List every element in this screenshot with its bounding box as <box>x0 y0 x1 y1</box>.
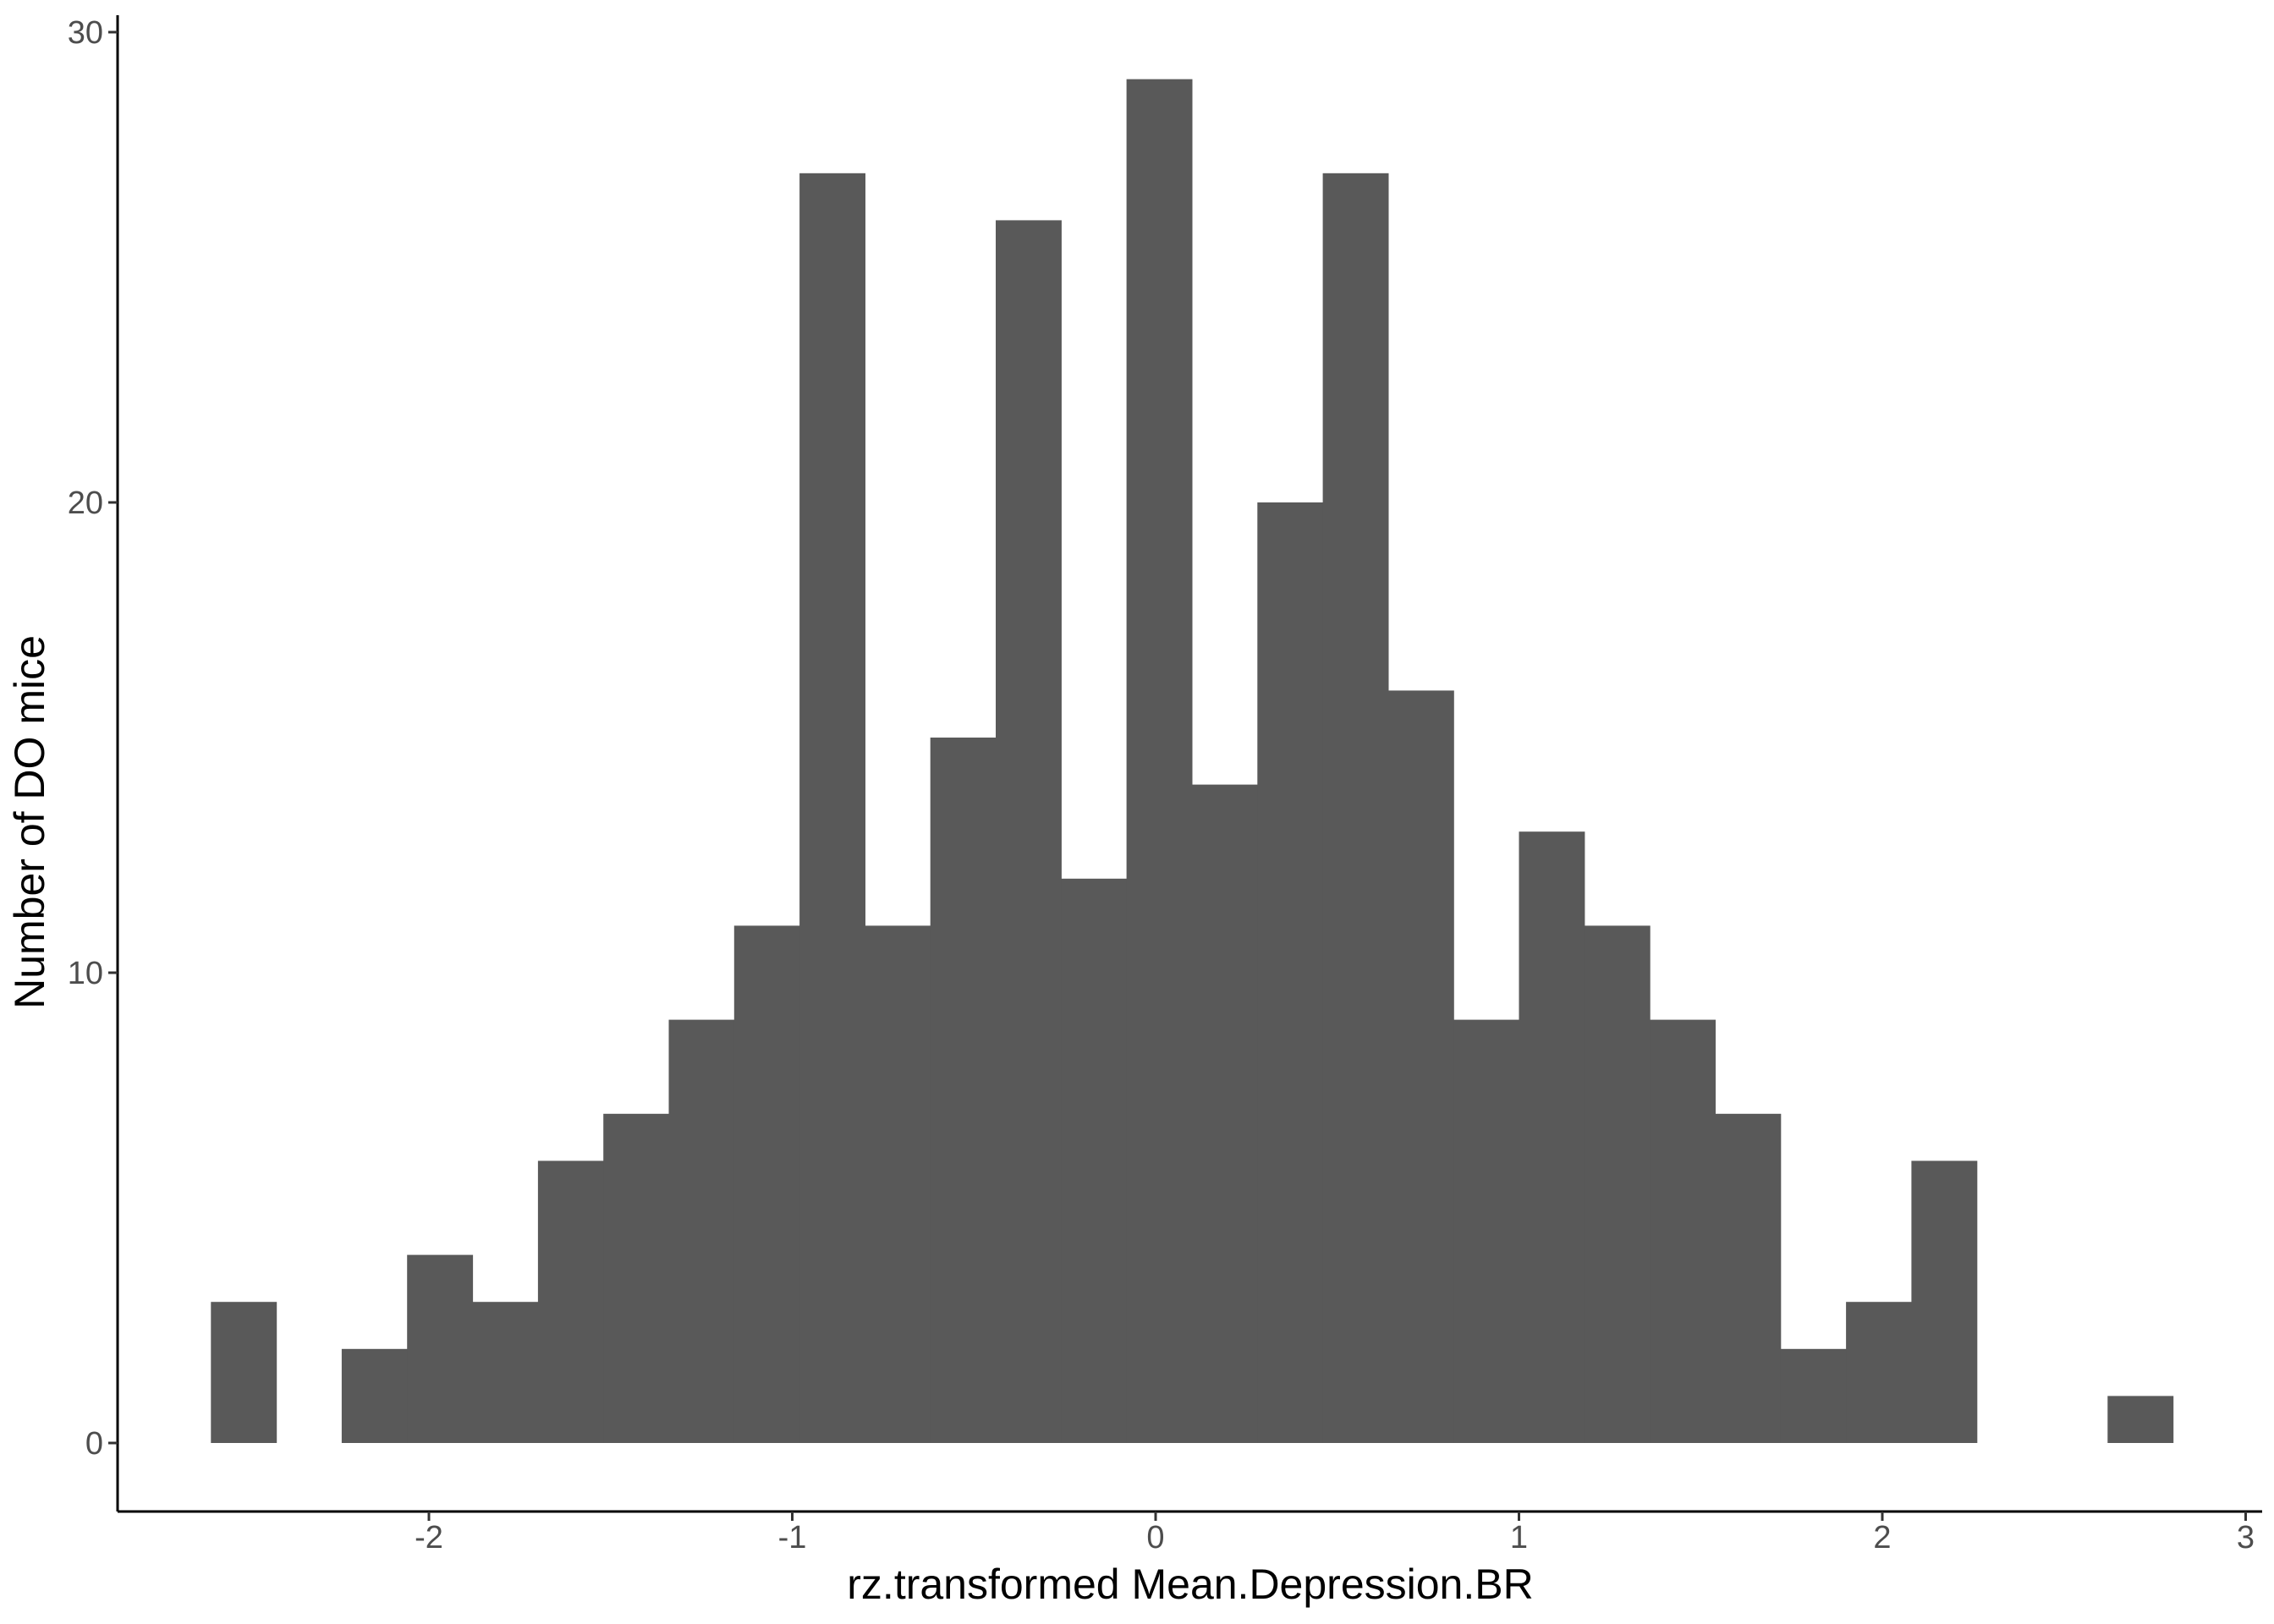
histogram-bar-18 <box>1453 1019 1520 1443</box>
histogram-bar-11 <box>996 220 1062 1443</box>
histogram-bar-17 <box>1387 690 1454 1443</box>
y-tick-label-20: 20 <box>68 486 103 521</box>
x-axis-ticks: -2 -1 0 1 2 3 <box>415 1512 2255 1555</box>
histogram-bar-20 <box>1584 925 1651 1443</box>
x-tick-label--2: -2 <box>415 1520 443 1555</box>
histogram-bar-26 <box>2107 1396 2174 1443</box>
histogram-bar-8 <box>799 173 865 1443</box>
x-tick-label-0: 0 <box>1146 1520 1164 1555</box>
histogram-bar-7 <box>733 925 800 1443</box>
x-tick-label-1: 1 <box>1510 1520 1528 1555</box>
histogram-bar-6 <box>668 1019 735 1443</box>
histogram-bar-4 <box>537 1160 604 1443</box>
histogram-bar-19 <box>1519 831 1585 1443</box>
x-axis-title: rz.transformed Mean.Depression.BR <box>847 1561 1533 1608</box>
x-tick-label-2: 2 <box>1873 1520 1891 1555</box>
plot-area: 0 10 20 30 -2 -1 0 1 2 3 <box>68 15 2262 1555</box>
histogram-bar-25 <box>1911 1160 1978 1443</box>
x-tick-label--1: -1 <box>778 1520 807 1555</box>
histogram-bar-24 <box>1846 1302 1912 1443</box>
histogram-bar-23 <box>1780 1348 1847 1443</box>
histogram-bar-5 <box>603 1113 670 1443</box>
histogram-bar-3 <box>472 1302 539 1443</box>
histogram-bar-13 <box>1126 79 1193 1444</box>
histogram-bar-10 <box>930 738 997 1443</box>
y-axis-title: Number of DO mice <box>6 635 53 1009</box>
histogram-bar-15 <box>1257 502 1324 1443</box>
y-tick-label-0: 0 <box>85 1426 103 1462</box>
y-axis-ticks: 0 10 20 30 <box>68 15 118 1462</box>
histogram-bar-1 <box>341 1348 408 1443</box>
histogram-bar-14 <box>1192 784 1258 1443</box>
histogram-bar-2 <box>407 1254 474 1443</box>
histogram-bars <box>211 79 2174 1444</box>
x-tick-label-3: 3 <box>2237 1520 2255 1555</box>
histogram-bar-22 <box>1715 1113 1782 1443</box>
y-tick-label-30: 30 <box>68 15 103 51</box>
y-tick-label-10: 10 <box>68 956 103 991</box>
histogram-bar-12 <box>1061 878 1128 1443</box>
histogram-bar-16 <box>1322 173 1389 1443</box>
histogram-bar-21 <box>1650 1019 1716 1443</box>
histogram-bar-0 <box>211 1302 277 1443</box>
histogram-bar-9 <box>865 925 931 1443</box>
